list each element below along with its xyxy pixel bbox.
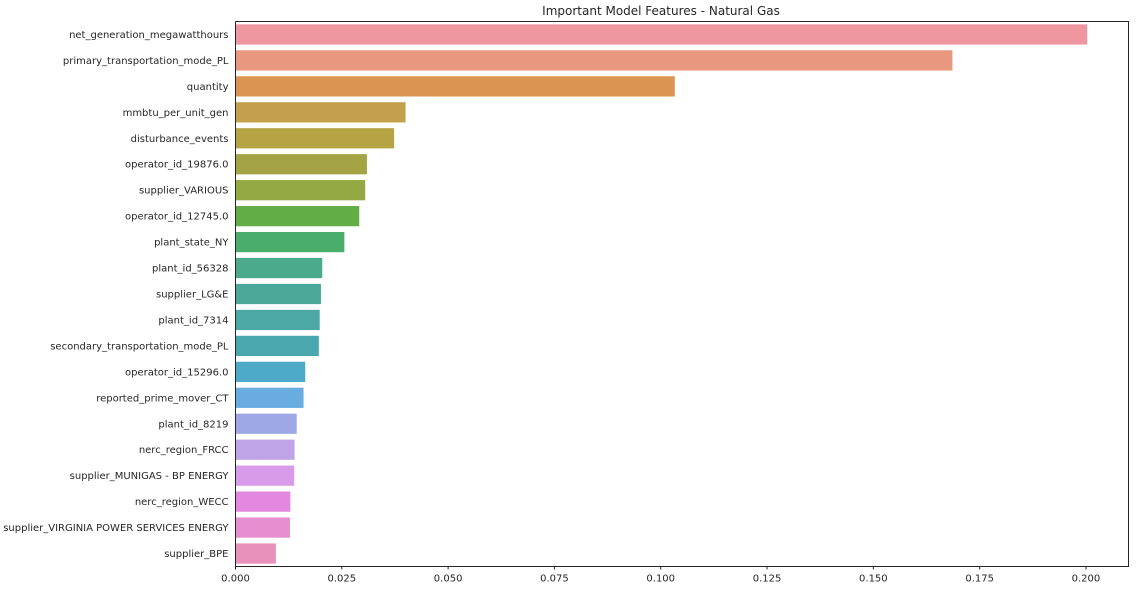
category-label: supplier_BPE: [164, 549, 228, 560]
bar-19: [235, 517, 290, 538]
bar-11: [235, 309, 320, 331]
plot-frame: [235, 21, 1129, 567]
x-tick-label: 0.050: [434, 574, 463, 585]
category-label: supplier_VIRGINIA POWER SERVICES ENERGY: [3, 523, 229, 534]
x-tick-label: 0.175: [965, 574, 994, 585]
category-label: supplier_MUNIGAS - BP ENERGY: [70, 471, 230, 482]
category-label: primary_transportation_mode_PL: [63, 56, 229, 67]
category-label: operator_id_19876.0: [125, 160, 229, 171]
category-label: reported_prime_mover_CT: [96, 393, 229, 404]
bar-1: [235, 50, 953, 71]
bar-18: [235, 491, 291, 512]
x-tick-label: 0.000: [221, 574, 250, 585]
category-label: nerc_region_FRCC: [139, 445, 229, 456]
category-label: supplier_LG&E: [156, 290, 229, 301]
category-label: plant_id_8219: [158, 419, 228, 430]
bars-group: [235, 24, 1088, 564]
bar-0: [235, 24, 1088, 45]
bar-8: [235, 231, 345, 253]
x-tick-label: 0.150: [859, 574, 888, 585]
x-tick-label: 0.125: [753, 574, 782, 585]
category-label: secondary_transportation_mode_PL: [50, 341, 229, 352]
category-label: plant_id_7314: [158, 315, 228, 326]
bar-9: [235, 257, 323, 279]
x-tick-label: 0.100: [646, 574, 675, 585]
bar-2: [235, 76, 675, 97]
bar-12: [235, 335, 319, 357]
category-label: plant_state_NY: [154, 238, 229, 249]
bar-5: [235, 154, 367, 175]
chart-title: Important Model Features - Natural Gas: [542, 4, 780, 18]
bar-14: [235, 387, 304, 408]
category-label: operator_id_15296.0: [125, 367, 229, 378]
category-label: nerc_region_WECC: [135, 497, 229, 508]
bar-6: [235, 180, 366, 201]
category-label: mmbtu_per_unit_gen: [123, 108, 229, 119]
x-tick-label: 0.075: [540, 574, 569, 585]
category-label: supplier_VARIOUS: [139, 186, 229, 197]
category-label: quantity: [187, 82, 229, 93]
bar-16: [235, 439, 295, 460]
bar-4: [235, 128, 395, 149]
category-label: plant_id_56328: [152, 264, 228, 275]
bar-3: [235, 102, 406, 123]
x-axis-ticks: 0.000 0.025 0.050 0.075 0.100 0.125 0.150 0.175…: [221, 566, 1101, 585]
category-labels: net_generation_megawatthours primary_tran…: [3, 30, 229, 560]
category-label: disturbance_events: [131, 134, 229, 145]
x-tick-label: 0.200: [1072, 574, 1101, 585]
bar-7: [235, 206, 360, 227]
bar-17: [235, 465, 295, 486]
bar-13: [235, 361, 306, 382]
bar-15: [235, 413, 297, 434]
bar-20: [235, 543, 276, 564]
bar-10: [235, 283, 321, 305]
x-tick-label: 0.025: [327, 574, 356, 585]
category-label: operator_id_12745.0: [125, 212, 229, 223]
category-label: net_generation_megawatthours: [69, 30, 228, 41]
